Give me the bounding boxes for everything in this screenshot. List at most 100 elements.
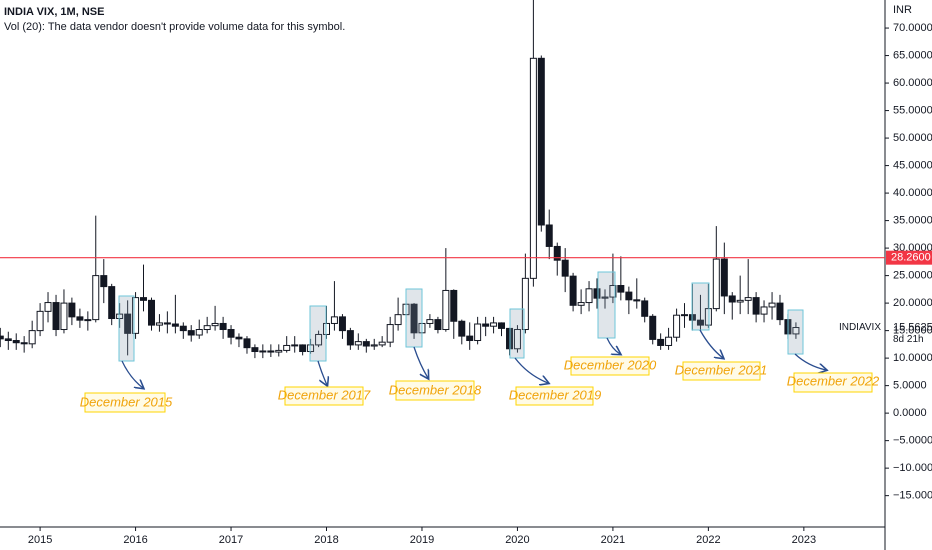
y-tick-label: 55.0000 — [893, 104, 932, 116]
candle-body — [28, 330, 36, 345]
highlight — [787, 309, 804, 355]
candle-body — [458, 320, 466, 337]
candle-body — [179, 325, 187, 332]
candle-body — [330, 316, 338, 324]
countdown: 8d 21h — [893, 334, 924, 345]
y-tick-label: 25.0000 — [893, 270, 932, 282]
candle-body — [283, 344, 291, 351]
candle-body — [752, 297, 760, 315]
x-tick-label: 2020 — [505, 534, 529, 546]
y-tick-label: 65.0000 — [893, 49, 932, 61]
candle-body — [139, 297, 147, 301]
candle-body — [482, 323, 490, 327]
arrow — [794, 353, 826, 370]
highlight — [509, 308, 525, 359]
annotation-box — [793, 372, 873, 393]
candle-body — [219, 322, 227, 331]
candle-body — [370, 344, 378, 347]
arrow — [514, 357, 548, 383]
candle-body — [585, 288, 593, 304]
highlight — [691, 282, 710, 331]
x-tick-label: 2022 — [696, 534, 720, 546]
y-tick-label: 60.0000 — [893, 77, 932, 89]
candle-body — [728, 295, 736, 303]
annotation: December 2018 — [389, 382, 482, 397]
y-tick-label: 10.0000 — [893, 352, 932, 364]
candle-body — [116, 313, 124, 320]
candle-body — [0, 335, 4, 340]
candle-body — [736, 299, 744, 303]
annotation: December 2019 — [509, 387, 602, 402]
candle-body — [633, 299, 641, 302]
candle-body — [537, 57, 545, 226]
candle-body — [354, 341, 362, 346]
price-label: 28.2600 — [891, 252, 931, 264]
y-tick-label: 15.0000 — [893, 325, 932, 337]
candle-body — [323, 322, 331, 335]
x-tick-label: 2023 — [792, 534, 816, 546]
y-tick-label: 0.0000 — [893, 407, 927, 419]
annotation: December 2017 — [278, 387, 371, 402]
candle-body — [195, 329, 203, 336]
x-tick-label: 2015 — [28, 534, 52, 546]
symbol-label: INDIAVIX — [839, 322, 881, 333]
candle-body — [744, 297, 752, 301]
x-tick-label: 2016 — [123, 534, 147, 546]
y-axis-label: INR — [893, 4, 912, 16]
y-tick-label: 50.0000 — [893, 132, 932, 144]
annotation-box — [682, 361, 761, 381]
arrow — [606, 337, 620, 354]
candle-body — [792, 327, 800, 335]
candle-body — [163, 322, 171, 325]
annotations: December 2015 December 2017 December 201… — [80, 271, 880, 413]
annotation: December 2015 — [80, 394, 173, 409]
candle-body — [267, 350, 275, 353]
candle-body — [36, 310, 44, 332]
arrow — [413, 346, 428, 378]
candle-body — [681, 314, 689, 317]
arrow — [121, 360, 143, 388]
x-tick-label: 2021 — [601, 534, 625, 546]
candle-body — [235, 336, 243, 340]
highlight — [405, 288, 423, 348]
arrow — [317, 360, 327, 385]
highlight — [309, 305, 327, 362]
candle-body — [657, 338, 665, 346]
candle-body — [20, 342, 28, 345]
candle-body — [442, 289, 450, 331]
y-tick-label: 70.0000 — [893, 22, 932, 34]
candle-body — [338, 316, 346, 332]
annotation: December 2021 — [675, 362, 768, 377]
candle-body — [148, 299, 156, 326]
candle-body — [474, 323, 482, 342]
candle-body — [665, 336, 673, 346]
candle-body — [275, 349, 283, 353]
y-tick-label: −10.0000 — [893, 462, 932, 474]
candle-body — [673, 314, 681, 338]
candle-body — [545, 224, 553, 247]
candle-body — [346, 330, 354, 346]
candle-body — [12, 340, 20, 344]
candle-body — [776, 302, 784, 321]
candle-body — [187, 330, 195, 336]
candle-body — [251, 347, 259, 353]
candle-body — [60, 302, 68, 331]
annotation: December 2020 — [564, 357, 657, 372]
y-tick-label: −5.0000 — [893, 435, 932, 447]
candle-body — [299, 344, 307, 353]
x-tick-label: 2019 — [410, 534, 434, 546]
candle-body — [712, 258, 720, 310]
candle-body — [720, 258, 728, 297]
candle-body — [569, 275, 577, 306]
candle-body — [649, 315, 657, 340]
candle-body — [44, 302, 52, 312]
candle-body — [704, 308, 712, 326]
candle-body — [394, 314, 402, 326]
y-tick-label: −15.0000 — [893, 490, 932, 502]
candle-body — [490, 322, 498, 327]
candle-body — [124, 313, 132, 334]
candle-body — [521, 277, 529, 331]
candle-body — [760, 306, 768, 315]
candle-body — [553, 245, 561, 261]
